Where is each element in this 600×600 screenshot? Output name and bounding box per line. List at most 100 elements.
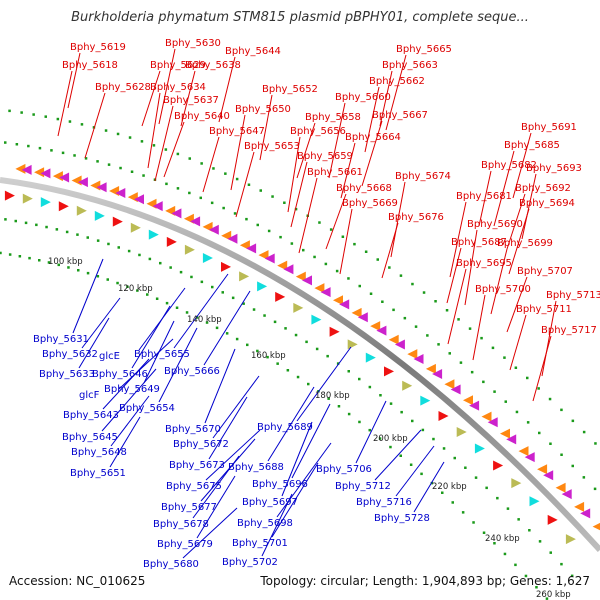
gene-label-reverse[interactable]: Bphy_5649: [104, 384, 160, 395]
gc-dot: [176, 152, 180, 156]
gene-label-forward[interactable]: Bphy_5690: [467, 219, 523, 230]
gc-dot: [582, 476, 586, 479]
gene-label-forward[interactable]: Bphy_5656: [290, 126, 346, 137]
gene-features: [4, 163, 600, 545]
gene-label-reverse[interactable]: Bphy_5646: [92, 369, 148, 380]
gene-label-reverse[interactable]: Bphy_5716: [356, 497, 412, 508]
gene-label-forward[interactable]: Bphy_5693: [526, 163, 582, 174]
gene-label-forward[interactable]: Bphy_5647: [209, 126, 265, 137]
gene-label-forward[interactable]: Bphy_5644: [225, 46, 281, 57]
gene-label-forward[interactable]: Bphy_5669: [342, 198, 398, 209]
gene-label-reverse[interactable]: glcF: [79, 390, 100, 401]
gene-label-reverse[interactable]: Bphy_5633: [39, 369, 95, 380]
gene-label-reverse[interactable]: Bphy_5697: [242, 497, 298, 508]
leader-line: [204, 348, 236, 424]
gene-feature: [547, 514, 558, 525]
gene-label-reverse[interactable]: Bphy_5654: [119, 403, 175, 414]
gene-feature: [52, 171, 63, 182]
leader-line: [395, 445, 435, 497]
gene-label-reverse[interactable]: Bphy_5677: [161, 502, 217, 513]
gene-label-forward[interactable]: Bphy_5682: [481, 160, 537, 171]
gene-label-forward[interactable]: Bphy_5618: [62, 60, 118, 71]
gene-label-reverse[interactable]: Bphy_5672: [173, 439, 229, 450]
gene-label-reverse[interactable]: Bphy_5678: [153, 519, 209, 530]
gene-label-reverse[interactable]: Bphy_5680: [143, 559, 199, 570]
gene-label-forward[interactable]: Bphy_5652: [262, 84, 318, 95]
gene-label-forward[interactable]: Bphy_5659: [297, 151, 353, 162]
gene-label-forward[interactable]: Bphy_5674: [395, 171, 451, 182]
gene-label-reverse[interactable]: Bphy_5631: [33, 334, 89, 345]
gene-label-reverse[interactable]: Bphy_5702: [222, 557, 278, 568]
gene-label-forward[interactable]: Bphy_5660: [335, 92, 391, 103]
gene-label-reverse[interactable]: Bphy_5712: [335, 481, 391, 492]
gc-dot: [8, 253, 12, 256]
gene-label-forward[interactable]: Bphy_5638: [185, 60, 241, 71]
gene-label-forward[interactable]: Bphy_5650: [235, 104, 291, 115]
gene-label-forward[interactable]: Bphy_5665: [396, 44, 452, 55]
gene-label-forward[interactable]: Bphy_5694: [519, 198, 575, 209]
gene-label-reverse[interactable]: Bphy_5698: [237, 518, 293, 529]
gene-label-forward[interactable]: Bphy_5630: [165, 38, 221, 49]
gene-feature: [71, 175, 82, 186]
gc-dot: [263, 314, 266, 317]
gene-label-reverse[interactable]: glcE: [99, 351, 120, 362]
gene-label-reverse[interactable]: Bphy_5696: [252, 479, 308, 490]
gene-label-forward[interactable]: Bphy_5687: [451, 237, 507, 248]
gene-label-forward[interactable]: Bphy_5640: [174, 111, 230, 122]
gene-label-forward[interactable]: Bphy_5700: [475, 284, 531, 295]
gene-label-forward[interactable]: Bphy_5661: [307, 167, 363, 178]
gene-label-forward[interactable]: Bphy_5668: [336, 183, 392, 194]
gc-dot: [459, 361, 463, 364]
leader-line: [72, 258, 104, 334]
gene-label-forward[interactable]: Bphy_5664: [345, 132, 401, 143]
gene-label-forward[interactable]: Bphy_5619: [70, 42, 126, 53]
gene-label-forward[interactable]: Bphy_5653: [244, 141, 300, 152]
gene-feature: [293, 302, 304, 313]
gene-feature: [283, 264, 294, 275]
gene-label-forward[interactable]: Bphy_5629: [150, 60, 206, 71]
gene-label-forward[interactable]: Bphy_5717: [541, 325, 597, 336]
gene-label-forward[interactable]: Bphy_5667: [372, 110, 428, 121]
gene-label-reverse[interactable]: Bphy_5701: [232, 538, 288, 549]
gene-label-reverse[interactable]: Bphy_5689: [257, 422, 313, 433]
gene-label-forward[interactable]: Bphy_5637: [163, 95, 219, 106]
gene-label-reverse[interactable]: Bphy_5666: [164, 366, 220, 377]
gene-label-forward[interactable]: Bphy_5685: [504, 140, 560, 151]
gene-label-forward[interactable]: Bphy_5634: [150, 82, 206, 93]
gene-label-forward[interactable]: Bphy_5711: [516, 304, 572, 315]
gene-label-forward[interactable]: Bphy_5692: [515, 183, 571, 194]
gene-label-forward[interactable]: Bphy_5676: [388, 212, 444, 223]
gene-label-forward[interactable]: Bphy_5681: [456, 191, 512, 202]
gene-feature: [537, 464, 548, 475]
gc-dot: [104, 129, 108, 132]
gene-label-forward[interactable]: Bphy_5663: [382, 60, 438, 71]
gene-label-reverse[interactable]: Bphy_5651: [70, 468, 126, 479]
gene-label-reverse[interactable]: Bphy_5670: [165, 424, 221, 435]
gene-feature: [402, 380, 413, 391]
gene-label-reverse[interactable]: Bphy_5706: [316, 464, 372, 475]
gene-label-reverse[interactable]: Bphy_5643: [63, 410, 119, 421]
gc-dot: [199, 196, 202, 200]
gene-label-forward[interactable]: Bphy_5662: [369, 76, 425, 87]
gene-label-forward[interactable]: Bphy_5695: [456, 258, 512, 269]
gc-dot: [116, 132, 120, 136]
gene-label-forward[interactable]: Bphy_5658: [305, 112, 361, 123]
gene-label-forward[interactable]: Bphy_5713: [546, 290, 600, 301]
gene-label-forward[interactable]: Bphy_5699: [497, 238, 553, 249]
gene-label-forward[interactable]: Bphy_5691: [521, 122, 577, 133]
gene-label-forward[interactable]: Bphy_5707: [517, 266, 573, 277]
gene-label-reverse[interactable]: Bphy_5673: [169, 460, 225, 471]
gene-label-reverse[interactable]: Bphy_5655: [134, 349, 190, 360]
gc-dot: [27, 144, 30, 148]
gene-label-reverse[interactable]: Bphy_5675: [166, 481, 222, 492]
gc-dot: [411, 419, 414, 423]
gene-label-forward[interactable]: Bphy_5628: [95, 82, 151, 93]
gene-label-reverse[interactable]: Bphy_5645: [62, 432, 118, 443]
leader-line: [235, 151, 255, 218]
gc-dot: [116, 281, 119, 285]
gene-label-reverse[interactable]: Bphy_5688: [228, 462, 284, 473]
gene-label-reverse[interactable]: Bphy_5728: [374, 513, 430, 524]
gene-label-reverse[interactable]: Bphy_5632: [42, 349, 98, 360]
gene-label-reverse[interactable]: Bphy_5679: [157, 539, 213, 550]
gene-label-reverse[interactable]: Bphy_5648: [71, 447, 127, 458]
